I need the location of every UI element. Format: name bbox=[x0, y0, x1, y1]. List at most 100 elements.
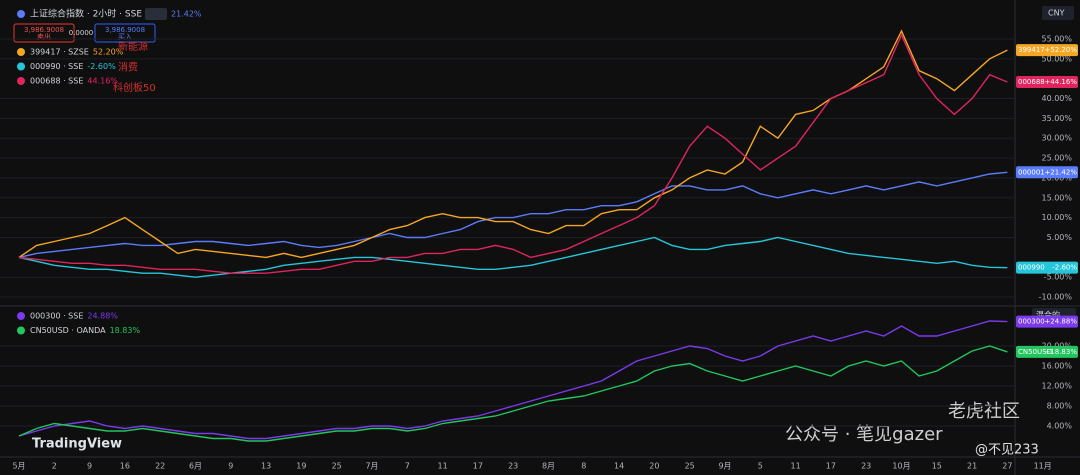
legend-icon bbox=[17, 326, 25, 335]
symbol-title[interactable]: 上证综合指数 · 2小时 · SSE bbox=[30, 8, 142, 20]
x-tick-label: 7 bbox=[405, 462, 410, 471]
x-tick-label: 17 bbox=[826, 462, 836, 471]
legend-name: 000300 · SSE bbox=[30, 312, 83, 321]
legend-value: 18.83% bbox=[110, 326, 141, 335]
y-tick-label: 10.00% bbox=[1041, 213, 1072, 222]
price-tag bbox=[1016, 76, 1078, 89]
watermark: 公众号 · 笔见gazer bbox=[785, 424, 943, 445]
tag-symbol: 000001 bbox=[1018, 168, 1045, 176]
price-tag bbox=[1016, 345, 1078, 358]
sell-button[interactable] bbox=[13, 23, 75, 43]
x-tick-label: 16 bbox=[120, 462, 130, 471]
series-line bbox=[18, 320, 1008, 440]
tag-symbol: 399417 bbox=[1018, 46, 1045, 54]
x-tick-label: 11 bbox=[791, 462, 801, 471]
legend-value: -2.60% bbox=[87, 62, 116, 71]
legend-value: 24.88% bbox=[87, 312, 118, 321]
y-tick-label: 8.00% bbox=[1047, 402, 1073, 411]
y-tick-label: 30.00% bbox=[1041, 134, 1072, 143]
x-tick-label: 17 bbox=[473, 462, 483, 471]
series-line bbox=[18, 236, 1008, 278]
y-tick-label: 16.00% bbox=[1041, 362, 1072, 371]
scale-mode[interactable]: 混合的 bbox=[1036, 310, 1060, 320]
x-tick-label: 8 bbox=[581, 462, 586, 471]
annotation: 消费 bbox=[118, 61, 138, 74]
x-tick-label: 25 bbox=[332, 462, 342, 471]
tag-value: +52.20% bbox=[1044, 46, 1077, 54]
price-tag bbox=[1016, 315, 1078, 328]
x-tick-label: 23 bbox=[861, 462, 871, 471]
sell-price: 3,986.9008 bbox=[24, 26, 64, 34]
x-tick-label: 11 bbox=[438, 462, 448, 471]
y-tick-label: 35.00% bbox=[1041, 114, 1072, 123]
legend-name: 000688 · SSE bbox=[30, 77, 83, 86]
legend-name: 000990 · SSE bbox=[30, 62, 83, 71]
x-tick-label: 21 bbox=[967, 462, 977, 471]
tag-symbol: 000688 bbox=[1018, 78, 1045, 86]
series-line bbox=[18, 33, 1008, 274]
x-tick-label: 23 bbox=[508, 462, 518, 471]
y-tick-label: 12.00% bbox=[1041, 382, 1072, 391]
legend-icon bbox=[17, 62, 25, 71]
tag-symbol: CN50USD bbox=[1018, 348, 1052, 356]
currency-box[interactable] bbox=[1042, 6, 1074, 20]
x-tick-label: 25 bbox=[685, 462, 695, 471]
tag-value: +24.88% bbox=[1044, 318, 1077, 326]
watermark: 老虎社区 bbox=[948, 401, 1020, 422]
x-tick-label: 9 bbox=[228, 462, 233, 471]
x-tick-label: 8月 bbox=[542, 462, 555, 471]
tag-symbol: 000300 bbox=[1018, 318, 1045, 326]
legend-icon bbox=[17, 312, 25, 320]
spread: 0.0000 bbox=[69, 29, 94, 37]
x-tick-label: 7月 bbox=[365, 462, 378, 471]
legend-name: CN50USD · OANDA bbox=[30, 326, 106, 335]
series-line bbox=[18, 345, 1008, 442]
x-tick-label: 5月 bbox=[12, 462, 25, 471]
x-tick-label: 9 bbox=[87, 462, 92, 471]
currency[interactable]: CNY bbox=[1048, 9, 1065, 18]
x-tick-label: 5 bbox=[758, 462, 763, 471]
annotation: 新能源 bbox=[118, 40, 148, 53]
tag-value: +21.42% bbox=[1044, 168, 1077, 176]
y-tick-label: -5.00% bbox=[1044, 273, 1073, 282]
y-tick-label: 25.00% bbox=[1041, 154, 1072, 163]
x-tick-label: 6月 bbox=[189, 462, 202, 471]
watermark: @不见233 bbox=[975, 443, 1039, 458]
y-tick-label: 5.00% bbox=[1047, 233, 1073, 242]
symbol-change: 21.42% bbox=[171, 10, 202, 19]
x-tick-label: 14 bbox=[614, 462, 624, 471]
legend-value: 44.16% bbox=[87, 77, 118, 86]
tag-symbol: 000990 bbox=[1018, 264, 1045, 272]
x-tick-label: 15 bbox=[932, 462, 942, 471]
y-tick-label: 15.00% bbox=[1041, 193, 1072, 202]
tag-value: +18.83% bbox=[1044, 348, 1077, 356]
y-tick-label: 55.00% bbox=[1041, 34, 1072, 43]
legend-name: 399417 · SZSE bbox=[30, 48, 89, 57]
y-tick-label: 4.00% bbox=[1047, 422, 1073, 431]
annotation: 科创板50 bbox=[113, 81, 156, 94]
buy-label: 买入 bbox=[118, 33, 132, 41]
y-tick-label: -10.00% bbox=[1039, 293, 1073, 302]
tag-value: -2.60% bbox=[1052, 264, 1077, 272]
x-tick-label: 19 bbox=[296, 462, 306, 471]
x-tick-label: 10月 bbox=[892, 462, 910, 471]
buy-price: 3,986.9008 bbox=[105, 26, 145, 34]
x-tick-label: 13 bbox=[261, 462, 271, 471]
branding: TradingView bbox=[32, 437, 122, 452]
x-tick-label: 20 bbox=[649, 462, 659, 471]
price-tag bbox=[1016, 166, 1078, 179]
y-tick-label: 40.00% bbox=[1041, 94, 1072, 103]
x-tick-label: 2 bbox=[52, 462, 57, 471]
legend-value: 52.20% bbox=[93, 48, 124, 57]
x-tick-label: 22 bbox=[155, 462, 165, 471]
tag-value: +44.16% bbox=[1044, 78, 1077, 86]
legend-icon bbox=[17, 48, 25, 56]
x-tick-label: 27 bbox=[1002, 462, 1012, 471]
price-tag bbox=[1016, 261, 1078, 274]
price-tag bbox=[1016, 44, 1078, 57]
sell-label: 卖出 bbox=[37, 32, 51, 41]
symbol-icon bbox=[17, 10, 25, 18]
series-line bbox=[18, 171, 1008, 259]
buy-button[interactable] bbox=[94, 23, 156, 43]
